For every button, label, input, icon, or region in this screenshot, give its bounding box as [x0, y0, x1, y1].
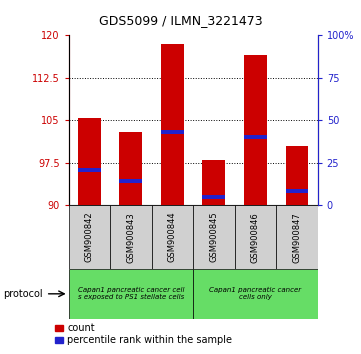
Bar [286, 189, 308, 193]
Bar [119, 132, 142, 205]
Bar [276, 205, 318, 269]
Bar [203, 195, 225, 199]
Bar [69, 269, 193, 319]
Text: GSM900842: GSM900842 [85, 212, 94, 263]
Text: GSM900845: GSM900845 [209, 212, 218, 263]
Text: GSM900846: GSM900846 [251, 212, 260, 263]
Bar [78, 168, 101, 172]
Bar [286, 146, 308, 205]
Bar [161, 44, 184, 205]
Bar [119, 179, 142, 183]
Bar [203, 160, 225, 205]
Text: Capan1 pancreatic cancer
cells only: Capan1 pancreatic cancer cells only [209, 287, 301, 301]
Bar [193, 269, 318, 319]
Bar [152, 205, 193, 269]
Text: GSM900844: GSM900844 [168, 212, 177, 263]
Text: GSM900847: GSM900847 [292, 212, 301, 263]
Bar [69, 205, 110, 269]
Bar [235, 205, 276, 269]
Text: Capan1 pancreatic cancer cell
s exposed to PS1 stellate cells: Capan1 pancreatic cancer cell s exposed … [78, 287, 184, 301]
Bar [244, 135, 267, 139]
Text: GSM900843: GSM900843 [126, 212, 135, 263]
Text: protocol: protocol [4, 289, 43, 299]
Text: GDS5099 / ILMN_3221473: GDS5099 / ILMN_3221473 [99, 14, 262, 27]
Bar [161, 130, 184, 134]
Legend: count, percentile rank within the sample: count, percentile rank within the sample [55, 324, 232, 346]
Bar [244, 55, 267, 205]
Bar [78, 118, 101, 205]
Bar [193, 205, 235, 269]
Bar [110, 205, 152, 269]
